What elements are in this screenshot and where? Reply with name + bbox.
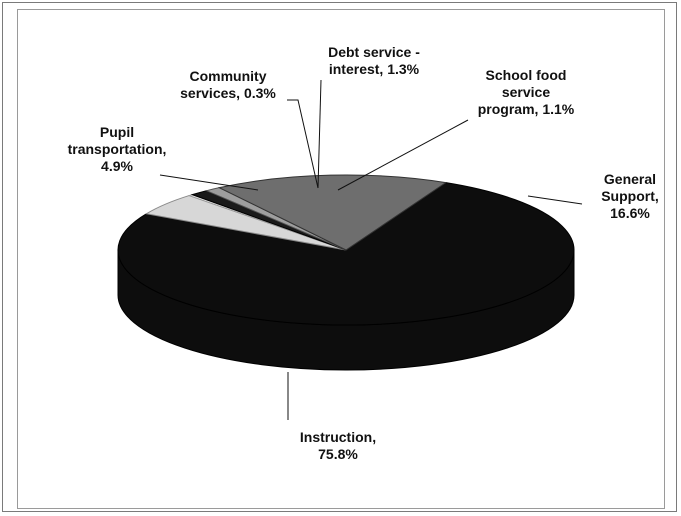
data-label: Debt service -interest, 1.3% [328, 44, 420, 77]
data-label-line: service [502, 84, 550, 100]
slice-labels: Instruction, 75.8% Pupil transportation, 4.9… [68, 44, 659, 462]
leader-line [287, 99, 319, 189]
data-label-line: interest, 1.3% [329, 61, 420, 77]
data-label: Pupil transportation, 4.9% [68, 124, 167, 174]
data-label-line: 16.6% [610, 205, 650, 221]
data-label-line: Support, [601, 188, 659, 204]
data-label-line: General [604, 171, 656, 187]
data-label-line: School food [486, 67, 567, 83]
data-label-line: program, 1.1% [478, 101, 575, 117]
slice-instruction [117, 182, 575, 326]
data-label-line: 75.8% [318, 446, 358, 462]
pie-tops [117, 174, 575, 326]
data-label-line: transportation, [68, 141, 167, 157]
plot-area [17, 9, 665, 509]
data-label: School food service program, 1.1% [478, 67, 575, 117]
data-label-line: Community [190, 68, 267, 84]
data-label-line: Instruction, [300, 429, 376, 445]
data-label-line: Debt service - [328, 44, 420, 60]
data-label-line: 4.9% [101, 158, 133, 174]
data-label-line: Pupil [100, 124, 134, 140]
slice-general-support [217, 174, 448, 251]
leader-line [317, 79, 322, 189]
leader-line [527, 195, 583, 205]
data-label: General Support, 16.6% [601, 171, 659, 221]
data-label: Instruction, 75.8% [300, 429, 376, 462]
leader-line [159, 174, 259, 191]
data-label: Community services, 0.3% [180, 68, 276, 101]
leader-line [337, 119, 469, 191]
leader-lines [159, 79, 583, 420]
data-label-line: services, 0.3% [180, 85, 276, 101]
